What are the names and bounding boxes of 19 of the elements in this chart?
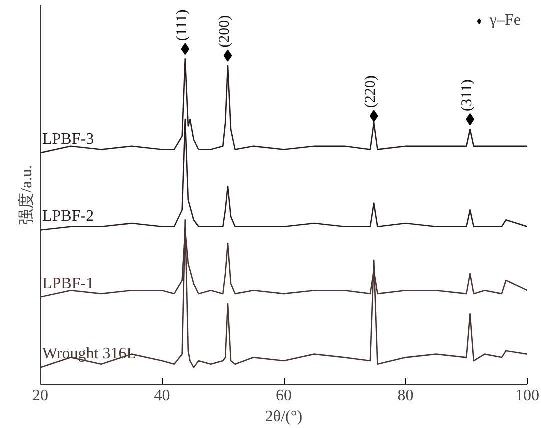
x-tick-label: 60 — [276, 388, 292, 404]
series-label: LPBF-3 — [42, 131, 94, 148]
x-tick-label: 20 — [32, 388, 48, 404]
annotation: (111) — [174, 10, 190, 42]
annotation: (311) — [459, 80, 476, 112]
series-label: LPBF-1 — [42, 275, 94, 292]
series-label: Wrought 316L — [42, 346, 137, 363]
series-label: LPBF-2 — [42, 208, 94, 226]
x-tick-label: 40 — [154, 388, 170, 404]
x-axis-title: 2θ/(°) — [265, 408, 303, 426]
x-tick-label: 100 — [516, 388, 540, 404]
y-axis-title: 强度/a.u. — [18, 165, 36, 225]
point — [181, 43, 190, 56]
legend-label: γ–Fe — [490, 12, 521, 30]
annotation: (220) — [363, 76, 380, 108]
point — [370, 110, 378, 122]
annotation: (200) — [216, 15, 233, 48]
x-tick-label: 80 — [398, 388, 414, 404]
point — [224, 50, 232, 62]
